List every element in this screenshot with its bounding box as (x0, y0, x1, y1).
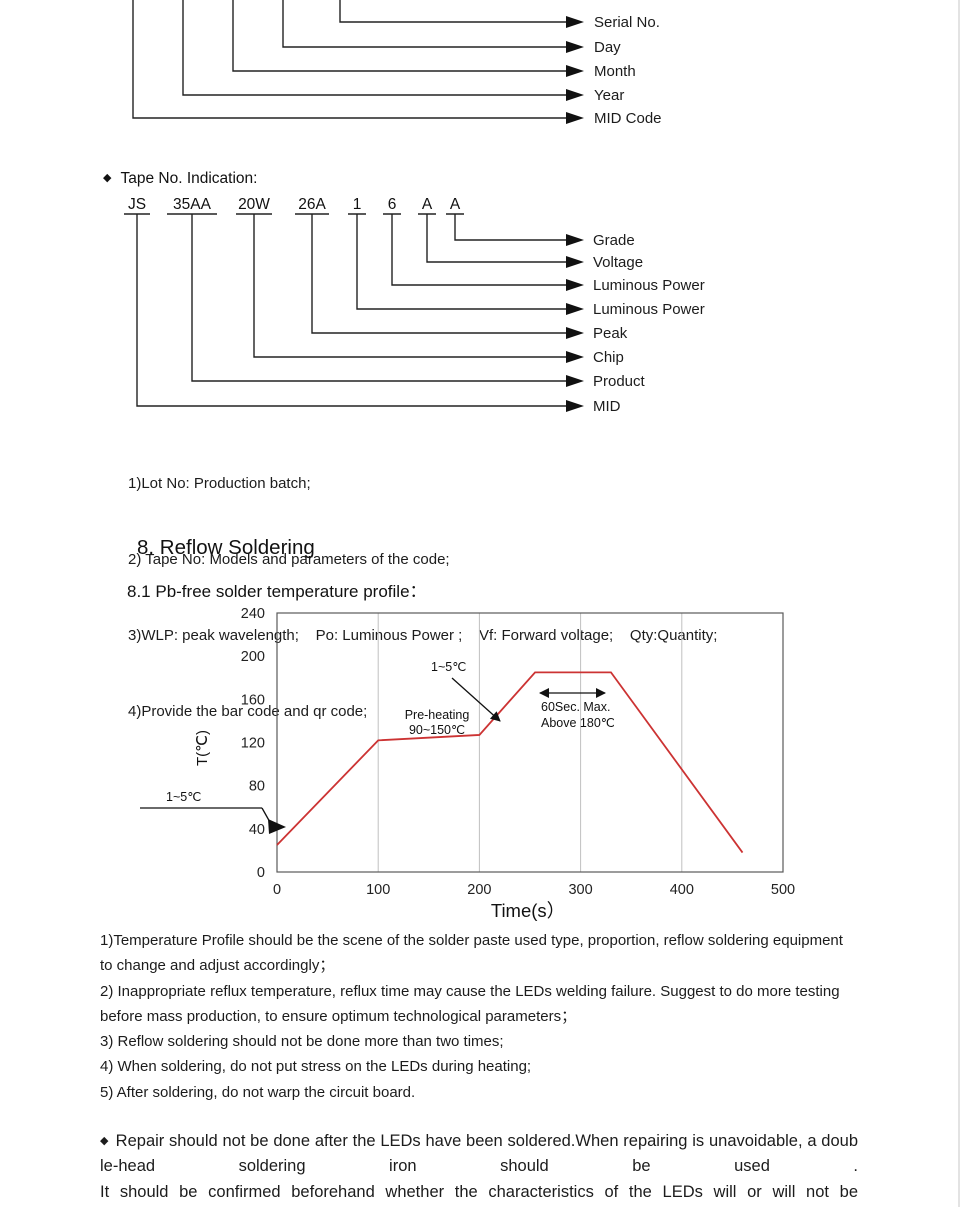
arrow-right-icon (566, 65, 584, 77)
preheat-label-text: Pre-heating (405, 708, 470, 722)
reflow-note: 2) Inappropriate reflux temperature, ref… (100, 982, 840, 1025)
tape-code-mid: JS (128, 196, 146, 213)
tape-code-product: 35AA (173, 196, 212, 213)
y-tick-label: 80 (249, 779, 265, 795)
tape-code-grade: A (450, 196, 461, 213)
reflow-note: 1)Temperature Profile should be the scen… (100, 932, 843, 975)
tape-label-voltage: Voltage (593, 254, 643, 271)
tape-code-lum-power: 6 (388, 196, 397, 213)
arrow-right-icon (566, 112, 584, 124)
y-axis-label: T(℃) (194, 730, 211, 766)
tape-note: 3)WLP: peak wavelength; Po: Luminous Pow… (128, 627, 718, 645)
tape-code-peak: 26A (298, 196, 326, 213)
lot-label-mid-code: MID Code (594, 110, 662, 127)
lot-label-year: Year (594, 87, 624, 104)
tape-label-mid: MID (593, 398, 621, 415)
repair-paragraph-continued: It should be confirmed beforehand whethe… (100, 1182, 858, 1201)
x-tick-label: 300 (568, 882, 592, 898)
tape-label-peak: Peak (593, 325, 628, 342)
tape-note: 2) Tape No: Models and parameters of the… (128, 551, 450, 569)
lot-code-diagram: Serial No. Day Month Year MID Code (132, 0, 662, 127)
chart-plot-frame (276, 612, 784, 873)
diamond-bullet-icon: ◆ (103, 172, 112, 184)
diamond-bullet-icon: ◆ (100, 1135, 109, 1147)
tape-label-lum-power: Luminous Power (593, 301, 705, 318)
arrow-right-icon (268, 819, 286, 834)
y-tick-label: 200 (241, 649, 265, 665)
reflow-note: 3) Reflow soldering should not be done m… (100, 1033, 504, 1051)
tape-label-chip: Chip (593, 349, 624, 366)
y-tick-label: 40 (249, 822, 265, 838)
tape-title-text: Tape No. Indication: (120, 170, 258, 187)
ramp-rate-text: 1~5℃ (431, 660, 466, 674)
arrow-right-icon (566, 41, 584, 53)
ramp-rate-annotation: 1~5℃ (431, 660, 501, 722)
arrow-right-icon (566, 256, 584, 268)
annotation-arrow-icon (451, 677, 501, 722)
tape-code-diagram: JS 35AA 20W 26A 1 6 A A (124, 196, 705, 415)
y-tick-label: 120 (241, 736, 265, 752)
lot-connector-lines (132, 0, 566, 119)
arrow-right-icon (566, 16, 584, 28)
tape-code-chip: 20W (238, 196, 270, 213)
lot-arrow-icons (566, 16, 584, 124)
lot-label-serial-no: Serial No. (594, 14, 660, 31)
initial-ramp-text: 1~5℃ (166, 790, 201, 804)
tape-notes-list: 1)Lot No: Production batch; 2) Tape No: … (128, 420, 717, 776)
tape-no-indication-title: ◆ Tape No. Indication: (103, 170, 257, 188)
temperature-profile-line (276, 671, 744, 854)
arrow-right-icon (566, 327, 584, 339)
tape-label-grade: Grade (593, 232, 635, 249)
arrow-right-icon (566, 234, 584, 246)
y-tick-label: 160 (241, 692, 265, 708)
tape-label-lum-power: Luminous Power (593, 277, 705, 294)
peak-hold-text-1: 60Sec. Max. (541, 700, 610, 714)
tape-code-lum-power: 1 (353, 196, 362, 213)
x-axis-tick-labels: 0 100 200 300 400 500 (273, 882, 795, 898)
lot-label-day: Day (594, 39, 621, 56)
arrow-right-icon (566, 89, 584, 101)
x-tick-label: 100 (366, 882, 390, 898)
y-tick-label: 240 (241, 606, 265, 622)
repair-warning-block: ◆ Repair should not be done after the LED… (100, 1129, 858, 1205)
preheat-annotation: Pre-heating 90~150℃ (405, 708, 470, 737)
x-tick-label: 500 (771, 882, 795, 898)
reflow-note: 5) After soldering, do not warp the circ… (100, 1083, 416, 1101)
arrow-right-icon (566, 351, 584, 363)
x-tick-label: 200 (467, 882, 491, 898)
tape-note: 4)Provide the bar code and qr code; (128, 703, 368, 721)
reflow-note: 4) When soldering, do not put stress on … (100, 1058, 532, 1076)
repair-text: Repair should not be done after the LEDs… (100, 1132, 858, 1176)
arrow-right-icon (566, 400, 584, 412)
subsection-heading-pb-free-profile: 8.1 Pb-free solder temperature profile： (127, 582, 427, 601)
lot-label-month: Month (594, 63, 636, 80)
y-axis-tick-labels: 240 200 160 120 80 40 0 (241, 606, 265, 881)
tape-note: 1)Lot No: Production batch; (128, 474, 311, 492)
chart-gridlines (377, 613, 683, 872)
section-heading-reflow-soldering: 8. Reflow Soldering (137, 536, 315, 559)
peak-hold-annotation: 60Sec. Max. Above 180℃ (539, 688, 615, 730)
arrow-right-icon (566, 375, 584, 387)
tape-label-product: Product (593, 373, 646, 390)
repair-paragraph: ◆ Repair should not be done after the LED… (100, 1129, 858, 1180)
tape-arrow-icons (566, 234, 584, 412)
initial-ramp-annotation: 1~5℃ (140, 790, 286, 834)
y-tick-label: 0 (257, 865, 265, 881)
tape-code-characters: JS 35AA 20W 26A 1 6 A A (128, 196, 461, 213)
peak-hold-text-2: Above 180℃ (541, 716, 615, 730)
x-tick-label: 0 (273, 882, 281, 898)
x-tick-label: 400 (670, 882, 694, 898)
tape-code-voltage: A (422, 196, 433, 213)
reflow-notes-list: 1)Temperature Profile should be the scen… (100, 928, 848, 1105)
arrow-right-icon (566, 303, 584, 315)
tape-connector-lines (124, 213, 566, 407)
arrow-right-icon (566, 279, 584, 291)
preheat-range-text: 90~150℃ (409, 723, 465, 737)
x-axis-label: Time(s） (491, 900, 565, 921)
